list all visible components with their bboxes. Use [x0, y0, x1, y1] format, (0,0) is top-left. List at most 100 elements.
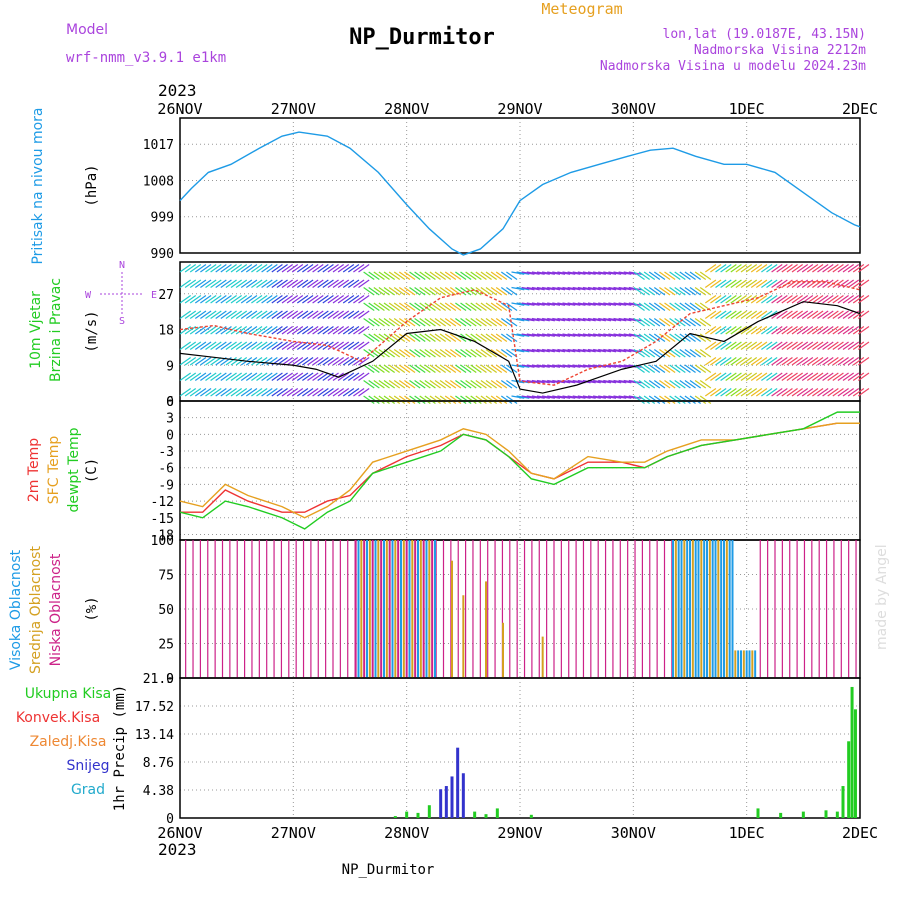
wind-barb: [557, 302, 571, 306]
wind-barb: [475, 395, 487, 404]
wind-barb: [674, 271, 686, 280]
wind-barb: [643, 318, 656, 327]
wind-barb: [220, 372, 232, 381]
wind-barb: [547, 379, 561, 384]
y-tick-label: -3: [158, 445, 174, 460]
wind-barb: [531, 333, 545, 337]
wind-barb: [608, 302, 622, 306]
wind-barb: [613, 317, 627, 322]
wind-barb: [245, 310, 258, 319]
wind-barb: [536, 333, 550, 337]
wind-barb: [552, 317, 566, 322]
wind-barb: [822, 279, 834, 288]
wind-barb: [500, 333, 513, 342]
wind-barb: [189, 295, 202, 304]
wind-barb: [710, 388, 722, 397]
wind-barb: [200, 388, 212, 397]
y-tick-label: 3: [166, 412, 174, 427]
wind-barb: [485, 380, 497, 389]
wind-barb: [817, 295, 829, 304]
wind-barb: [398, 364, 411, 373]
wind-barb: [730, 388, 742, 397]
wind-barb: [368, 318, 380, 327]
wind-barb: [603, 395, 617, 399]
wind-barb: [669, 395, 681, 404]
wind-barb: [674, 302, 686, 311]
wind-barb: [500, 318, 513, 327]
wind-barb: [210, 279, 222, 288]
wind-barb: [455, 302, 467, 311]
wind-barb: [572, 286, 586, 291]
wind-barb: [521, 286, 535, 291]
wind-barb: [215, 295, 227, 304]
wind-barb: [582, 302, 596, 306]
wind-barb: [312, 341, 324, 350]
wind-barb: [480, 333, 492, 342]
wind-barb: [444, 333, 457, 342]
wind-barb: [317, 372, 329, 381]
wind-barb: [857, 357, 870, 366]
wind-barb: [587, 271, 601, 275]
wind-barb: [506, 380, 518, 389]
wind-barb: [409, 318, 421, 327]
wind-barb: [307, 310, 319, 319]
wind-barb: [745, 264, 758, 273]
wind-barb: [210, 310, 222, 319]
wind-barb: [847, 295, 860, 304]
wind-barb: [363, 318, 375, 327]
wind-barb: [618, 364, 632, 368]
wind-barb: [638, 318, 650, 327]
side-label-cloud-mid: Srednja Oblacnost: [28, 546, 44, 674]
wind-barb: [189, 310, 202, 319]
wind-barb: [225, 388, 237, 397]
wind-barb: [592, 271, 607, 275]
wind-barb: [388, 395, 401, 404]
wind-barb: [439, 395, 452, 404]
x-tick-label-top: 26NOV: [157, 100, 202, 118]
wind-barb: [832, 279, 844, 288]
wind-barb: [689, 333, 701, 342]
wind-barb: [547, 286, 561, 291]
wind-barb: [444, 364, 457, 373]
wind-barb: [653, 302, 666, 311]
wind-barb: [710, 326, 722, 335]
wind-barb: [598, 333, 612, 337]
wind-barb: [266, 279, 278, 288]
wind-barb: [761, 326, 773, 335]
wind-barb: [740, 264, 752, 273]
wind-barb: [251, 264, 263, 273]
wind-barb: [368, 364, 380, 373]
wind-barb: [511, 286, 525, 291]
wind-barb: [317, 357, 329, 366]
wind-barb: [444, 318, 457, 327]
y-tick-label: 999: [151, 211, 174, 226]
wind-barb: [847, 372, 860, 381]
wind-barb: [317, 264, 329, 273]
wind-barb: [383, 364, 395, 373]
wind-barb: [210, 326, 222, 335]
wind-barb: [419, 349, 431, 358]
wind-barb: [812, 388, 824, 397]
wind-barb: [715, 357, 727, 366]
wind-barb: [444, 287, 457, 296]
wind-barb: [235, 372, 248, 381]
wind-speed-line: [179, 301, 861, 394]
wind-barb: [801, 388, 814, 397]
wind-barb: [791, 326, 803, 335]
wind-barb: [291, 264, 304, 273]
y-tick-label: -6: [158, 462, 174, 477]
wind-barb: [409, 302, 421, 311]
wind-barb: [302, 264, 314, 273]
wind-barb: [210, 388, 222, 397]
wind-barb: [404, 318, 416, 327]
wind-barb: [220, 264, 232, 273]
wind-barb: [786, 372, 798, 381]
wind-barb: [332, 326, 344, 335]
wind-barb: [822, 388, 834, 397]
wind-barb: [184, 388, 197, 397]
precip-bar: [847, 741, 851, 818]
wind-barb: [485, 364, 497, 373]
wind-barb: [332, 357, 344, 366]
wind-barb: [837, 388, 849, 397]
wind-barb: [633, 318, 645, 327]
